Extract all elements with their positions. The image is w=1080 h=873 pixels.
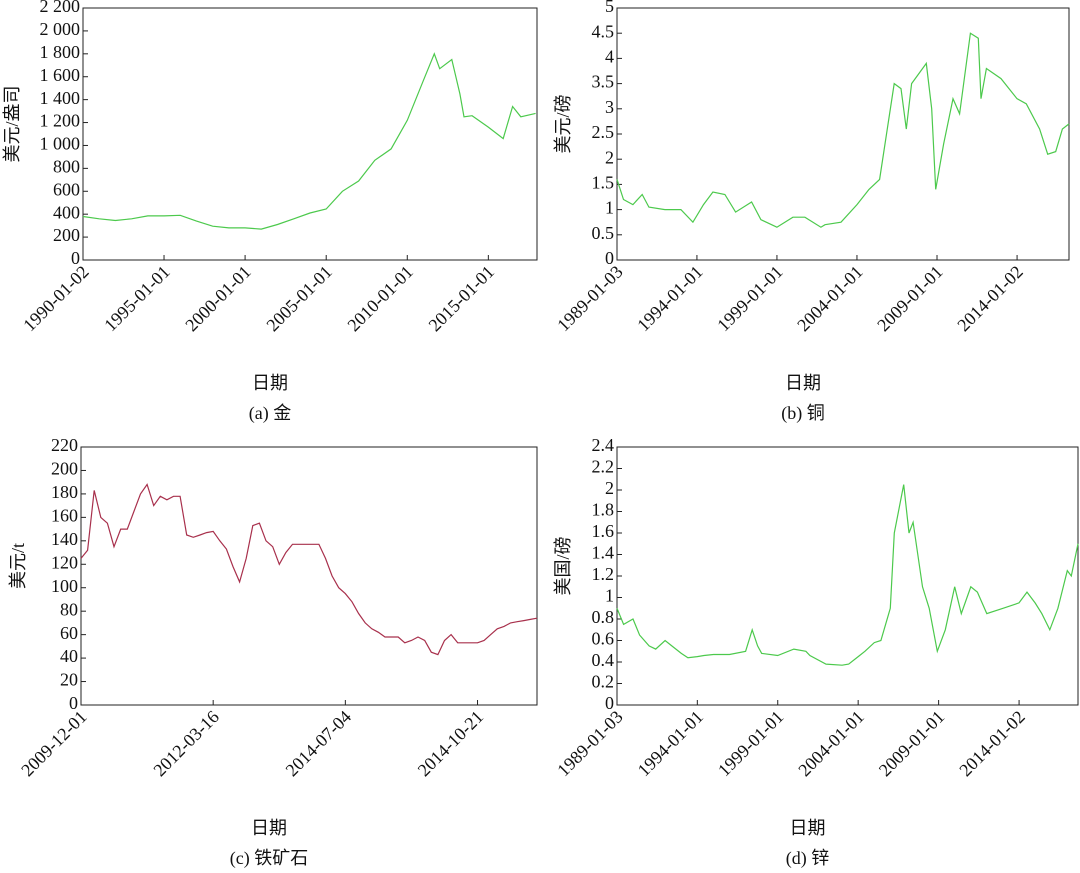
y-tick-label: 1.5 — [592, 173, 615, 193]
y-tick-label: 0.4 — [592, 650, 615, 670]
x-tick-label: 1995-01-01 — [100, 262, 174, 336]
y-axis-label: 美元/t — [8, 543, 28, 589]
x-tick-label: 1999-01-01 — [713, 262, 787, 336]
y-tick-label: 1.6 — [592, 521, 615, 541]
x-tick-label: 2014-07-04 — [282, 707, 356, 781]
x-tick-label: 1989-01-03 — [553, 262, 627, 336]
x-tick-label: 2009-01-01 — [873, 262, 947, 336]
x-tick-label: 2010-01-01 — [343, 262, 417, 336]
y-tick-label: 1 — [605, 198, 614, 218]
price-line — [82, 52, 536, 230]
y-tick-label: 2.5 — [592, 122, 615, 142]
x-tick-label: 2004-01-01 — [793, 262, 867, 336]
y-tick-label: 3 — [605, 97, 614, 117]
y-tick-label: 180 — [51, 482, 78, 502]
y-tick-label: 200 — [51, 459, 78, 479]
y-tick-label: 120 — [51, 552, 78, 572]
x-tick-label: 2005-01-01 — [262, 262, 336, 336]
x-tick-label: 1994-01-01 — [633, 262, 707, 336]
caption: (c) 铁矿石 — [230, 848, 308, 869]
y-tick-label: 0 — [69, 693, 78, 713]
price-line — [616, 484, 1079, 666]
price-line — [616, 32, 1070, 228]
y-tick-label: 2 200 — [40, 0, 81, 16]
x-tick-label: 2004-01-01 — [794, 707, 868, 781]
y-tick-label: 4 — [605, 47, 614, 67]
y-tick-label: 220 — [51, 435, 78, 455]
y-tick-label: 60 — [60, 623, 78, 643]
y-tick-label: 80 — [60, 599, 78, 619]
y-axis-label: 美元/磅 — [553, 94, 573, 153]
y-tick-label: 400 — [53, 202, 80, 222]
x-axis-label: 日期 — [785, 373, 821, 393]
y-tick-label: 1.2 — [592, 564, 615, 584]
y-tick-label: 2 000 — [40, 19, 81, 39]
y-tick-label: 0.8 — [592, 607, 615, 627]
x-tick-label: 2014-01-02 — [955, 707, 1029, 781]
y-tick-label: 0 — [605, 248, 614, 268]
y-tick-label: 0 — [71, 248, 80, 268]
y-axis-label: 美元/盎司 — [2, 85, 22, 162]
price-line — [80, 483, 538, 656]
y-axis-label: 美国/磅 — [553, 536, 573, 595]
x-tick-label: 1994-01-01 — [634, 707, 708, 781]
y-tick-label: 600 — [53, 179, 80, 199]
y-tick-label: 0.5 — [592, 223, 615, 243]
x-tick-label: 1999-01-01 — [714, 707, 788, 781]
plot-frame — [80, 446, 538, 706]
y-tick-label: 3.5 — [592, 72, 615, 92]
y-tick-label: 1 000 — [40, 134, 81, 154]
x-tick-label: 2014-10-21 — [414, 707, 488, 781]
y-tick-label: 1 400 — [40, 88, 81, 108]
y-tick-label: 200 — [53, 225, 80, 245]
x-tick-label: 2009-12-01 — [17, 707, 91, 781]
x-tick-label: 2014-01-02 — [953, 262, 1027, 336]
x-tick-label: 2012-03-16 — [149, 707, 223, 781]
y-tick-label: 2 — [605, 478, 614, 498]
y-tick-label: 2.4 — [592, 435, 615, 455]
plot-frame — [82, 7, 538, 261]
y-tick-label: 1 800 — [40, 42, 81, 62]
y-tick-label: 1.8 — [592, 500, 615, 520]
y-tick-label: 2 — [605, 147, 614, 167]
x-tick-label: 2009-01-01 — [875, 707, 949, 781]
plot-frame — [616, 7, 1070, 261]
x-axis-label: 日期 — [790, 818, 826, 838]
caption: (b) 铜 — [781, 403, 825, 424]
y-tick-label: 1 600 — [40, 65, 81, 85]
y-tick-label: 20 — [60, 670, 78, 690]
x-tick-label: 2000-01-01 — [181, 262, 255, 336]
y-tick-label: 1.4 — [592, 543, 615, 563]
caption: (a) 金 — [249, 403, 291, 424]
y-tick-label: 0.2 — [592, 672, 615, 692]
x-axis-label: 日期 — [251, 818, 287, 838]
caption: (d) 锌 — [786, 848, 830, 869]
y-tick-label: 800 — [53, 156, 80, 176]
y-tick-label: 1 — [605, 586, 614, 606]
y-tick-label: 5 — [605, 0, 614, 16]
x-axis-label: 日期 — [252, 373, 288, 393]
x-tick-label: 1990-01-02 — [19, 262, 93, 336]
y-tick-label: 40 — [60, 646, 78, 666]
y-tick-label: 1 200 — [40, 111, 81, 131]
y-tick-label: 0 — [605, 693, 614, 713]
y-tick-label: 100 — [51, 576, 78, 596]
plot-frame — [616, 446, 1079, 706]
y-tick-label: 0.6 — [592, 629, 615, 649]
y-tick-label: 140 — [51, 529, 78, 549]
y-tick-label: 160 — [51, 505, 78, 525]
x-tick-label: 1989-01-03 — [553, 707, 627, 781]
y-tick-label: 4.5 — [592, 21, 615, 41]
y-tick-label: 2.2 — [592, 457, 615, 477]
x-tick-label: 2015-01-01 — [425, 262, 499, 336]
